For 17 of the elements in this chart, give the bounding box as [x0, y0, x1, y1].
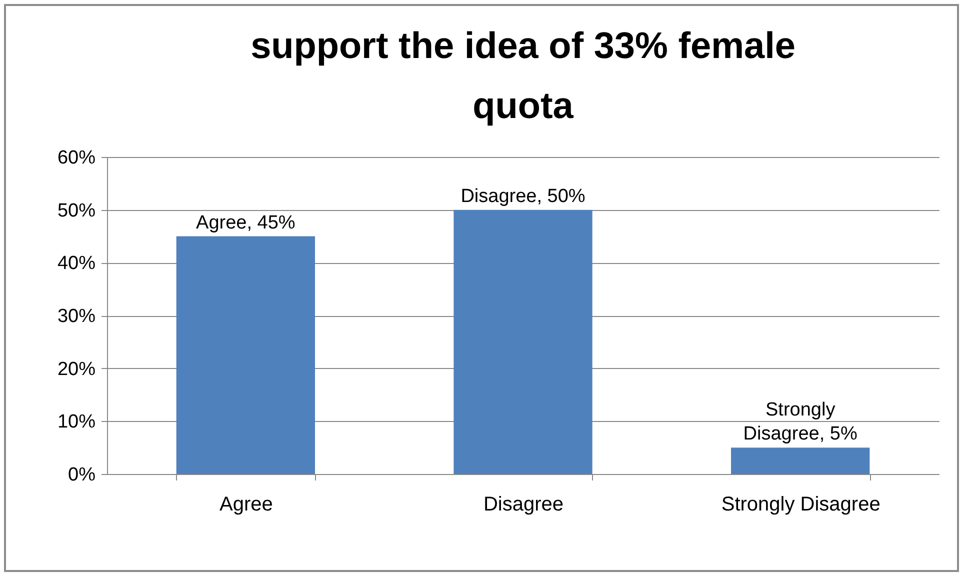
y-tick-label: 0%: [68, 464, 96, 486]
y-tick-label: 40%: [57, 253, 96, 274]
x-tick-label: Agree: [219, 494, 273, 516]
bar: [454, 210, 592, 474]
data-label: Strongly Disagree, 5%: [743, 400, 858, 445]
bar: [731, 448, 870, 474]
data-label: Agree, 45%: [196, 212, 296, 234]
y-tick-label: 30%: [57, 306, 96, 327]
chart-title: support the idea of 33% female quota: [250, 25, 796, 126]
y-tick-label: 60%: [57, 148, 96, 168]
x-tick-label: Strongly Disagree: [721, 494, 880, 516]
x-tick-label: Disagree: [483, 494, 564, 516]
bar: [176, 236, 315, 474]
data-label: Disagree, 50%: [460, 186, 586, 207]
y-tick-label: 20%: [57, 358, 96, 380]
y-tick-label: 10%: [57, 412, 96, 433]
y-tick-label: 50%: [57, 200, 96, 222]
